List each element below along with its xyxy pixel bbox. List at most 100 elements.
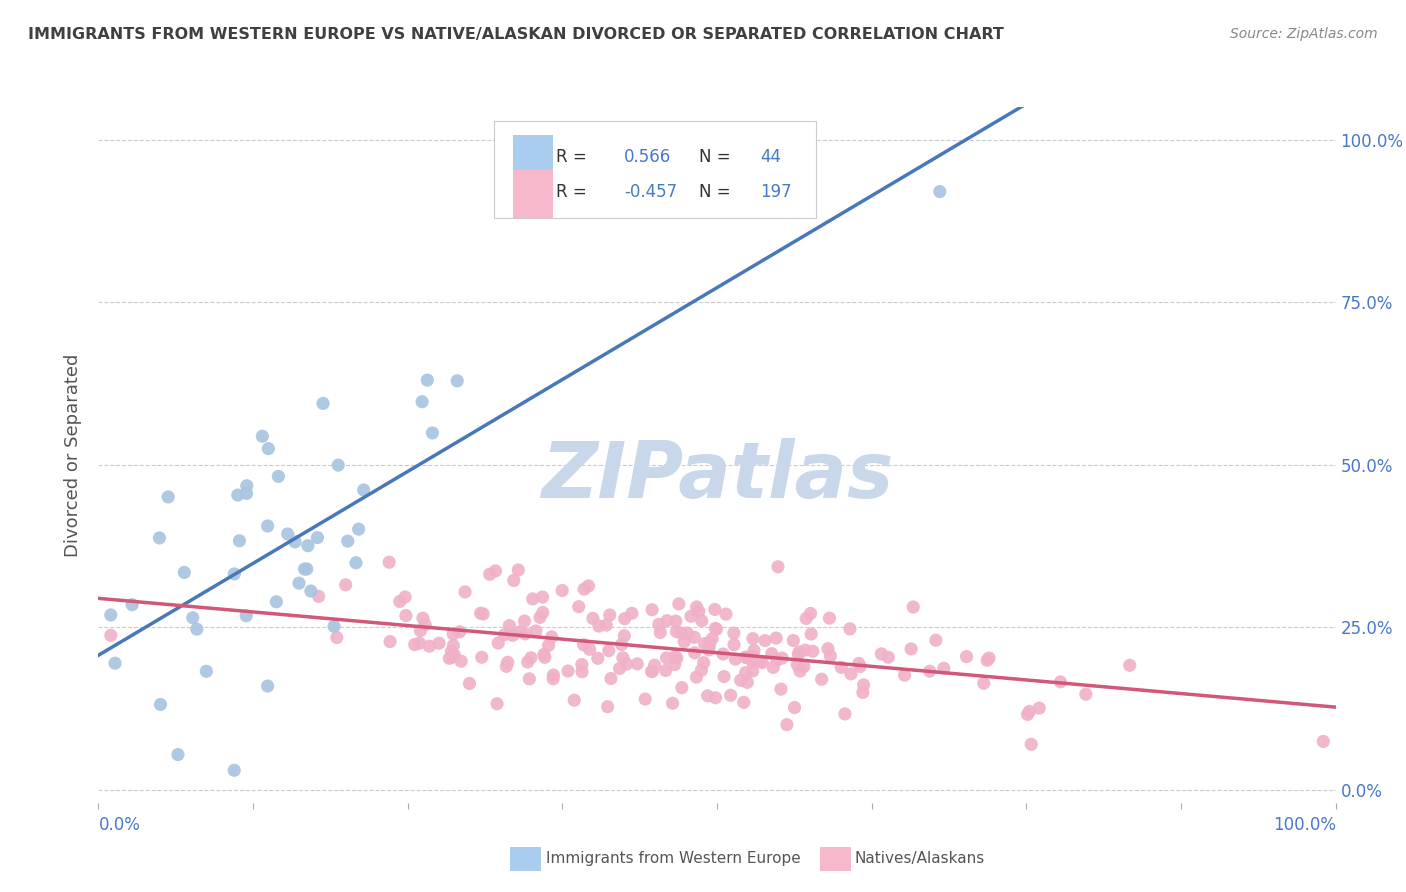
Point — [783, 700, 806, 714]
Point — [681, 609, 703, 624]
Point — [484, 564, 506, 578]
Point — [650, 625, 672, 640]
Point — [620, 607, 643, 621]
Point — [820, 648, 842, 663]
Point — [730, 673, 752, 688]
Point — [839, 666, 862, 681]
Point — [596, 699, 619, 714]
Point — [696, 689, 718, 703]
Point — [578, 579, 600, 593]
Point — [918, 664, 941, 678]
Text: N =: N = — [699, 183, 730, 201]
Point — [734, 650, 756, 665]
Point — [186, 622, 208, 636]
Point — [571, 665, 593, 679]
Point — [693, 637, 716, 651]
Point — [1049, 674, 1071, 689]
Point — [533, 650, 555, 665]
Point — [976, 653, 998, 667]
Point — [641, 603, 664, 617]
Point — [683, 630, 706, 644]
Point — [299, 584, 322, 599]
Point — [673, 635, 696, 649]
Text: Natives/Alaskans: Natives/Alaskans — [855, 851, 986, 865]
Text: 44: 44 — [761, 148, 782, 166]
Point — [644, 658, 666, 673]
Text: R =: R = — [557, 183, 586, 201]
Point — [307, 531, 329, 545]
Text: Immigrants from Western Europe: Immigrants from Western Europe — [546, 851, 800, 865]
Point — [735, 675, 758, 690]
Point — [470, 606, 492, 620]
Point — [903, 599, 925, 614]
Point — [1019, 737, 1042, 751]
Point — [761, 647, 783, 661]
Point — [852, 678, 875, 692]
Point — [766, 653, 789, 667]
Point — [458, 676, 481, 690]
Point — [439, 651, 461, 665]
Text: 100.0%: 100.0% — [1272, 816, 1336, 834]
Text: 0.566: 0.566 — [624, 148, 672, 166]
Point — [665, 651, 688, 665]
Point — [769, 682, 792, 697]
Point — [295, 562, 318, 576]
Point — [794, 643, 817, 657]
Point — [148, 531, 170, 545]
Point — [770, 651, 793, 665]
Point — [388, 594, 411, 608]
Point — [588, 619, 610, 633]
Point — [613, 629, 636, 643]
Point — [741, 648, 763, 663]
Point — [104, 656, 127, 670]
Point — [416, 373, 439, 387]
Point — [344, 556, 367, 570]
Point — [228, 533, 250, 548]
Point — [541, 672, 564, 686]
Point — [697, 639, 720, 653]
Point — [440, 650, 463, 665]
Point — [654, 664, 676, 678]
Point — [754, 633, 776, 648]
Point — [328, 458, 350, 472]
Point — [418, 639, 440, 653]
Point — [533, 648, 555, 662]
Point — [713, 669, 735, 683]
Point — [235, 486, 257, 500]
Point — [267, 469, 290, 483]
Point — [524, 624, 547, 638]
Point — [537, 638, 560, 652]
Point — [378, 634, 401, 648]
Point — [665, 624, 688, 639]
Point — [486, 636, 509, 650]
Point — [413, 617, 436, 632]
Point — [741, 655, 763, 669]
Point — [582, 611, 605, 625]
Point — [834, 706, 856, 721]
Point — [641, 665, 664, 679]
Point — [664, 649, 686, 664]
Point — [167, 747, 190, 762]
Text: 0.0%: 0.0% — [98, 816, 141, 834]
Point — [893, 668, 915, 682]
Point — [734, 650, 756, 665]
FancyBboxPatch shape — [495, 121, 815, 219]
Point — [395, 608, 418, 623]
Text: IMMIGRANTS FROM WESTERN EUROPE VS NATIVE/ALASKAN DIVORCED OR SEPARATED CORRELATI: IMMIGRANTS FROM WESTERN EUROPE VS NATIVE… — [28, 27, 1004, 42]
Point — [977, 651, 1000, 665]
Point — [1119, 658, 1142, 673]
Point — [502, 628, 524, 642]
Point — [471, 650, 494, 665]
Point — [520, 650, 543, 665]
Point — [852, 685, 875, 699]
Point — [224, 764, 246, 778]
Point — [336, 534, 359, 549]
Point — [648, 617, 671, 632]
Point — [703, 602, 725, 616]
Point — [762, 660, 785, 674]
Point — [572, 582, 595, 596]
Point — [408, 636, 430, 650]
Point — [529, 610, 551, 624]
Point — [699, 636, 721, 650]
Point — [326, 631, 349, 645]
